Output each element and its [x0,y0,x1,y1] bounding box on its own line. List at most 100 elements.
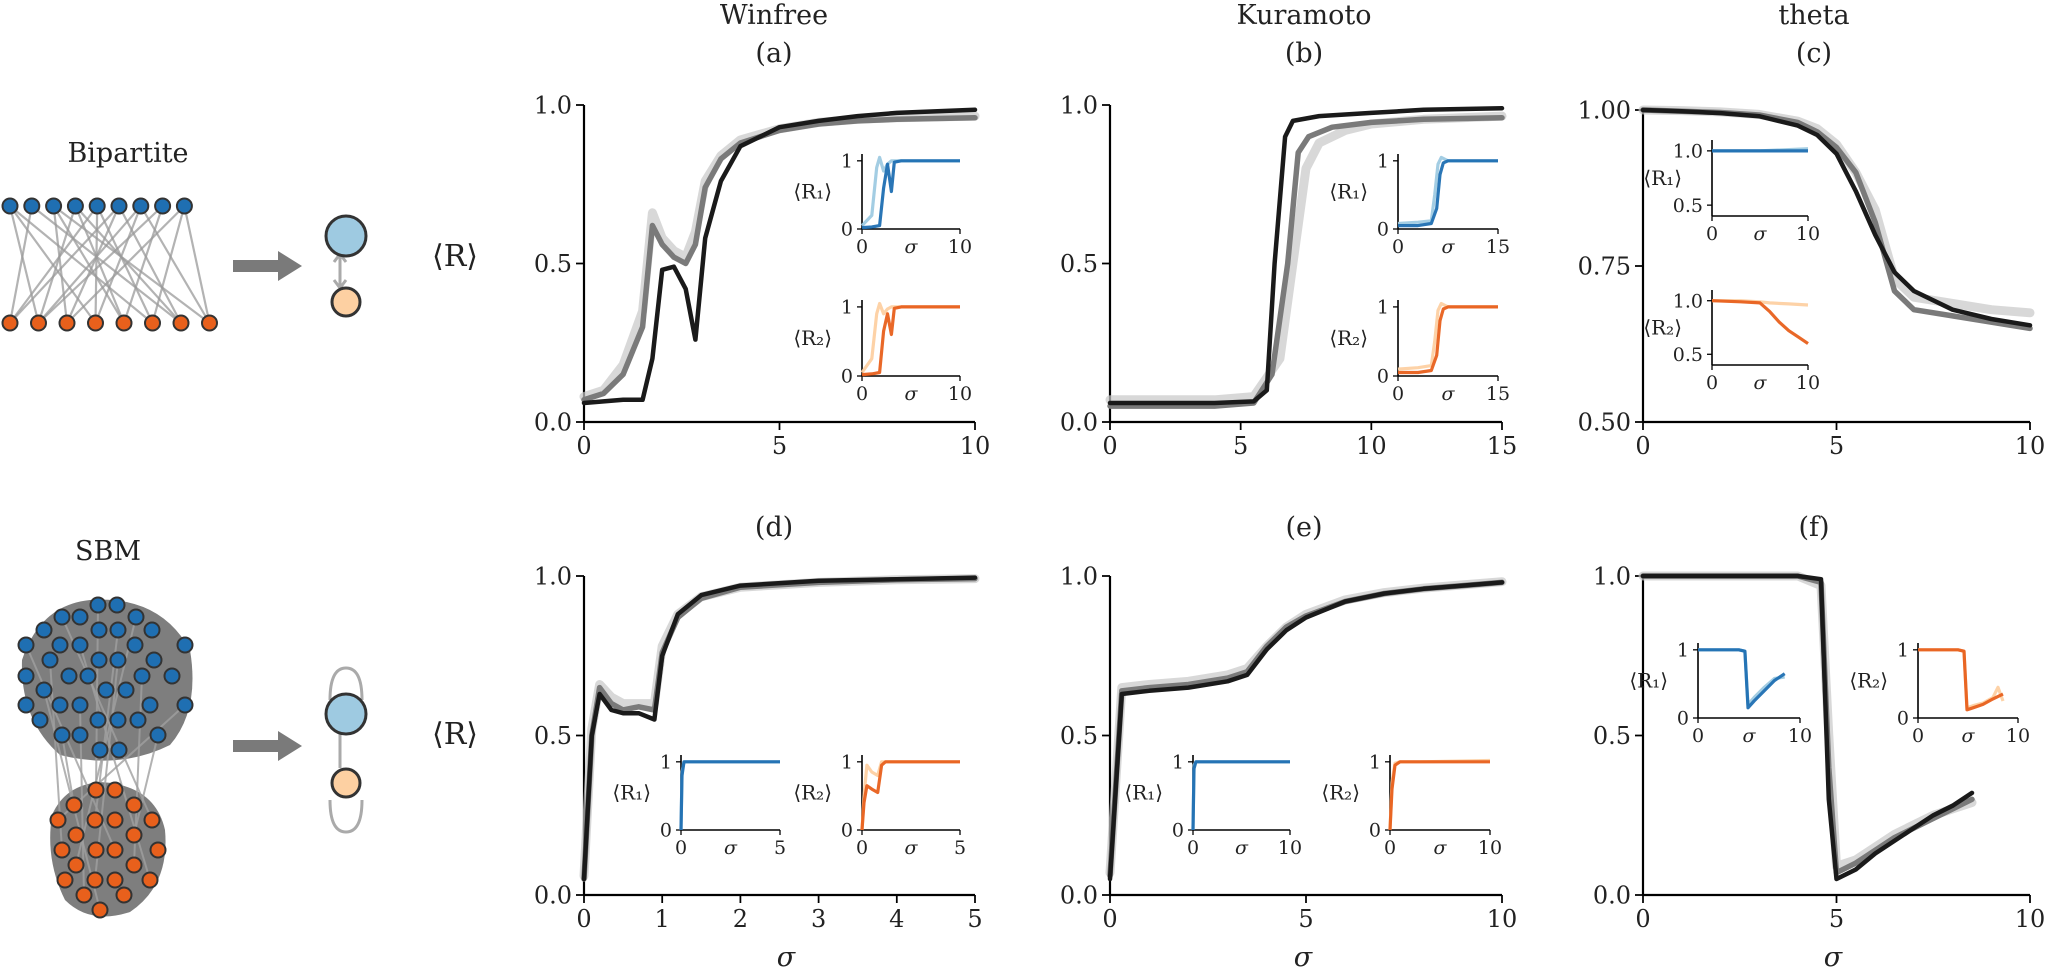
inset-y-label: ⟨R₂⟩ [1849,669,1888,693]
panel-c: 0 5 10 0.50 0.75 1.00 0 10 0.5 1.0 σ ⟨R₁⟩ 0 10 0.5 1.0 σ… [1578,96,2046,460]
inset-y-tick-label: 1 [1369,751,1381,773]
inset-series-dark_orange [860,760,960,831]
inset-c-2: 0 10 0.5 1.0 σ ⟨R₂⟩ [1643,290,1820,394]
inset-y-tick-label: 0.5 [1673,195,1703,217]
inset-x-label: σ [1743,725,1757,747]
sbm-node-blue [126,636,144,654]
inset-y-tick-label: 1 [1377,297,1389,319]
network-diagrams [1,197,368,919]
series-line-dark [1107,105,1505,406]
inset-x-tick-label: 0 [1706,223,1718,245]
panel-d-x-tick-label: 0 [576,905,591,933]
panel-label-a: (a) [755,38,792,69]
column-title-kuramoto: Kuramoto [1237,0,1372,31]
column-title-theta: theta [1778,0,1849,31]
inset-x-label: σ [1754,223,1768,245]
sbm-node-blue [108,596,126,614]
panel-e-y-tick-label: 1.0 [1060,562,1098,590]
panel-e-x-tick-label: 10 [1487,905,1518,933]
sbm-node-blue [90,621,108,639]
inset-d-1: 0 5 0 1 σ ⟨R₁⟩ [612,751,786,859]
sbm-node-blue [149,726,167,744]
sbm-node-blue [35,621,53,639]
inset-y-tick-label: 1 [841,751,853,773]
inset-x-tick-label: 5 [954,837,966,859]
panel-e-x-tick-label: 5 [1298,905,1313,933]
inset-series-light_blue [1397,155,1498,226]
panel-d-x-tick-label: 3 [811,905,826,933]
sbm-node-orange [149,841,167,859]
sbm-node-blue [91,741,109,759]
bipartite-node-orange [172,314,190,332]
inset-series-light_orange [860,760,960,831]
panel-f-x-tick-label: 10 [2015,905,2046,933]
sbm-node-blue [145,651,163,669]
inset-series-light_orange [1388,758,1491,831]
inset-e-1: 0 10 0 1 σ ⟨R₁⟩ [1124,751,1302,859]
inset-series-dark_blue [679,760,780,831]
inset-x-tick-label: 5 [774,837,786,859]
panel-label-f: (f) [1798,512,1829,543]
sbm-node-orange [106,871,124,889]
inset-x-tick-label: 10 [1478,837,1502,859]
sbm-node-orange [53,841,71,859]
panel-c-x-tick-label: 0 [1635,432,1650,460]
inset-x-label: σ [1442,383,1456,405]
sbm-node-blue [89,711,107,729]
panel-d-x-tick-label: 5 [967,905,982,933]
sbm-node-blue [110,741,128,759]
sbm-node-blue [53,608,71,626]
sbm-node-blue [117,681,135,699]
sbm-node-blue [176,636,194,654]
sbm-node-blue [89,596,107,614]
panel-a-x-tick-label: 0 [576,432,591,460]
inset-x-tick-label: 0 [1706,372,1718,394]
series-line-mid [581,114,978,403]
panel-b-x-tick-label: 0 [1102,432,1117,460]
bipartite-edge [122,205,164,324]
bipartite-edge [94,205,142,324]
series-line-mid [1107,579,1505,879]
sbm-node-blue [71,636,89,654]
sbm-node-blue [51,696,69,714]
inset-x-label: σ [1962,725,1976,747]
inset-y-tick-label: 0 [841,219,853,241]
series-line-dark [1640,573,1975,882]
inset-x-tick-label: 0 [856,236,868,258]
panel-e-x-tick-label: 0 [1102,905,1117,933]
panel-e-y-tick-label: 0.0 [1060,881,1098,909]
panel-a: 0 5 10 0.0 0.5 1.0 0 10 0 1 σ ⟨R₁⟩ 0 10 0 1 σ ⟨R₂⟩ [534,91,990,460]
sbm-node-orange [56,871,74,889]
bipartite-edge [151,205,186,324]
panel-d-x-tick-label: 1 [655,905,670,933]
inset-y-label: ⟨R₁⟩ [612,781,651,805]
inset-x-tick-label: 15 [1486,236,1510,258]
sbm-node-blue [163,667,181,685]
inset-y-tick-label: 0 [1377,366,1389,388]
inset-y-label: ⟨R₂⟩ [1321,781,1360,805]
inset-y-tick-label: 0 [1677,708,1689,730]
panel-a-x-tick-label: 5 [772,432,787,460]
bipartite-edge [66,205,186,324]
bipartite-edge [8,205,40,324]
sbm-node-blue [35,681,53,699]
sbm-node-orange [87,841,105,859]
panel-f-y-tick-label: 0.0 [1593,881,1631,909]
sbm-node-blue [109,621,127,639]
inset-y-tick-label: 0 [841,820,853,842]
bipartite-node-blue [175,197,193,215]
inset-y-tick-label: 1.0 [1673,141,1703,163]
sbm-node-orange [125,796,143,814]
bipartite-edge [65,205,121,324]
inset-x-tick-label: 0 [1392,236,1404,258]
sbm-node-blue [176,696,194,714]
inset-y-label: ⟨R₂⟩ [1643,316,1682,340]
inset-e-2: 0 10 0 1 σ ⟨R₂⟩ [1321,751,1502,859]
y-axis-label-top: ⟨R⟩ [432,239,478,274]
sbm-node-orange [67,826,85,844]
inset-y-label: ⟨R₁⟩ [1643,166,1682,190]
panel-b-y-tick-label: 1.0 [1060,91,1098,119]
y-axis-label-bottom: ⟨R⟩ [432,717,478,752]
sbm-node-orange [65,796,83,814]
